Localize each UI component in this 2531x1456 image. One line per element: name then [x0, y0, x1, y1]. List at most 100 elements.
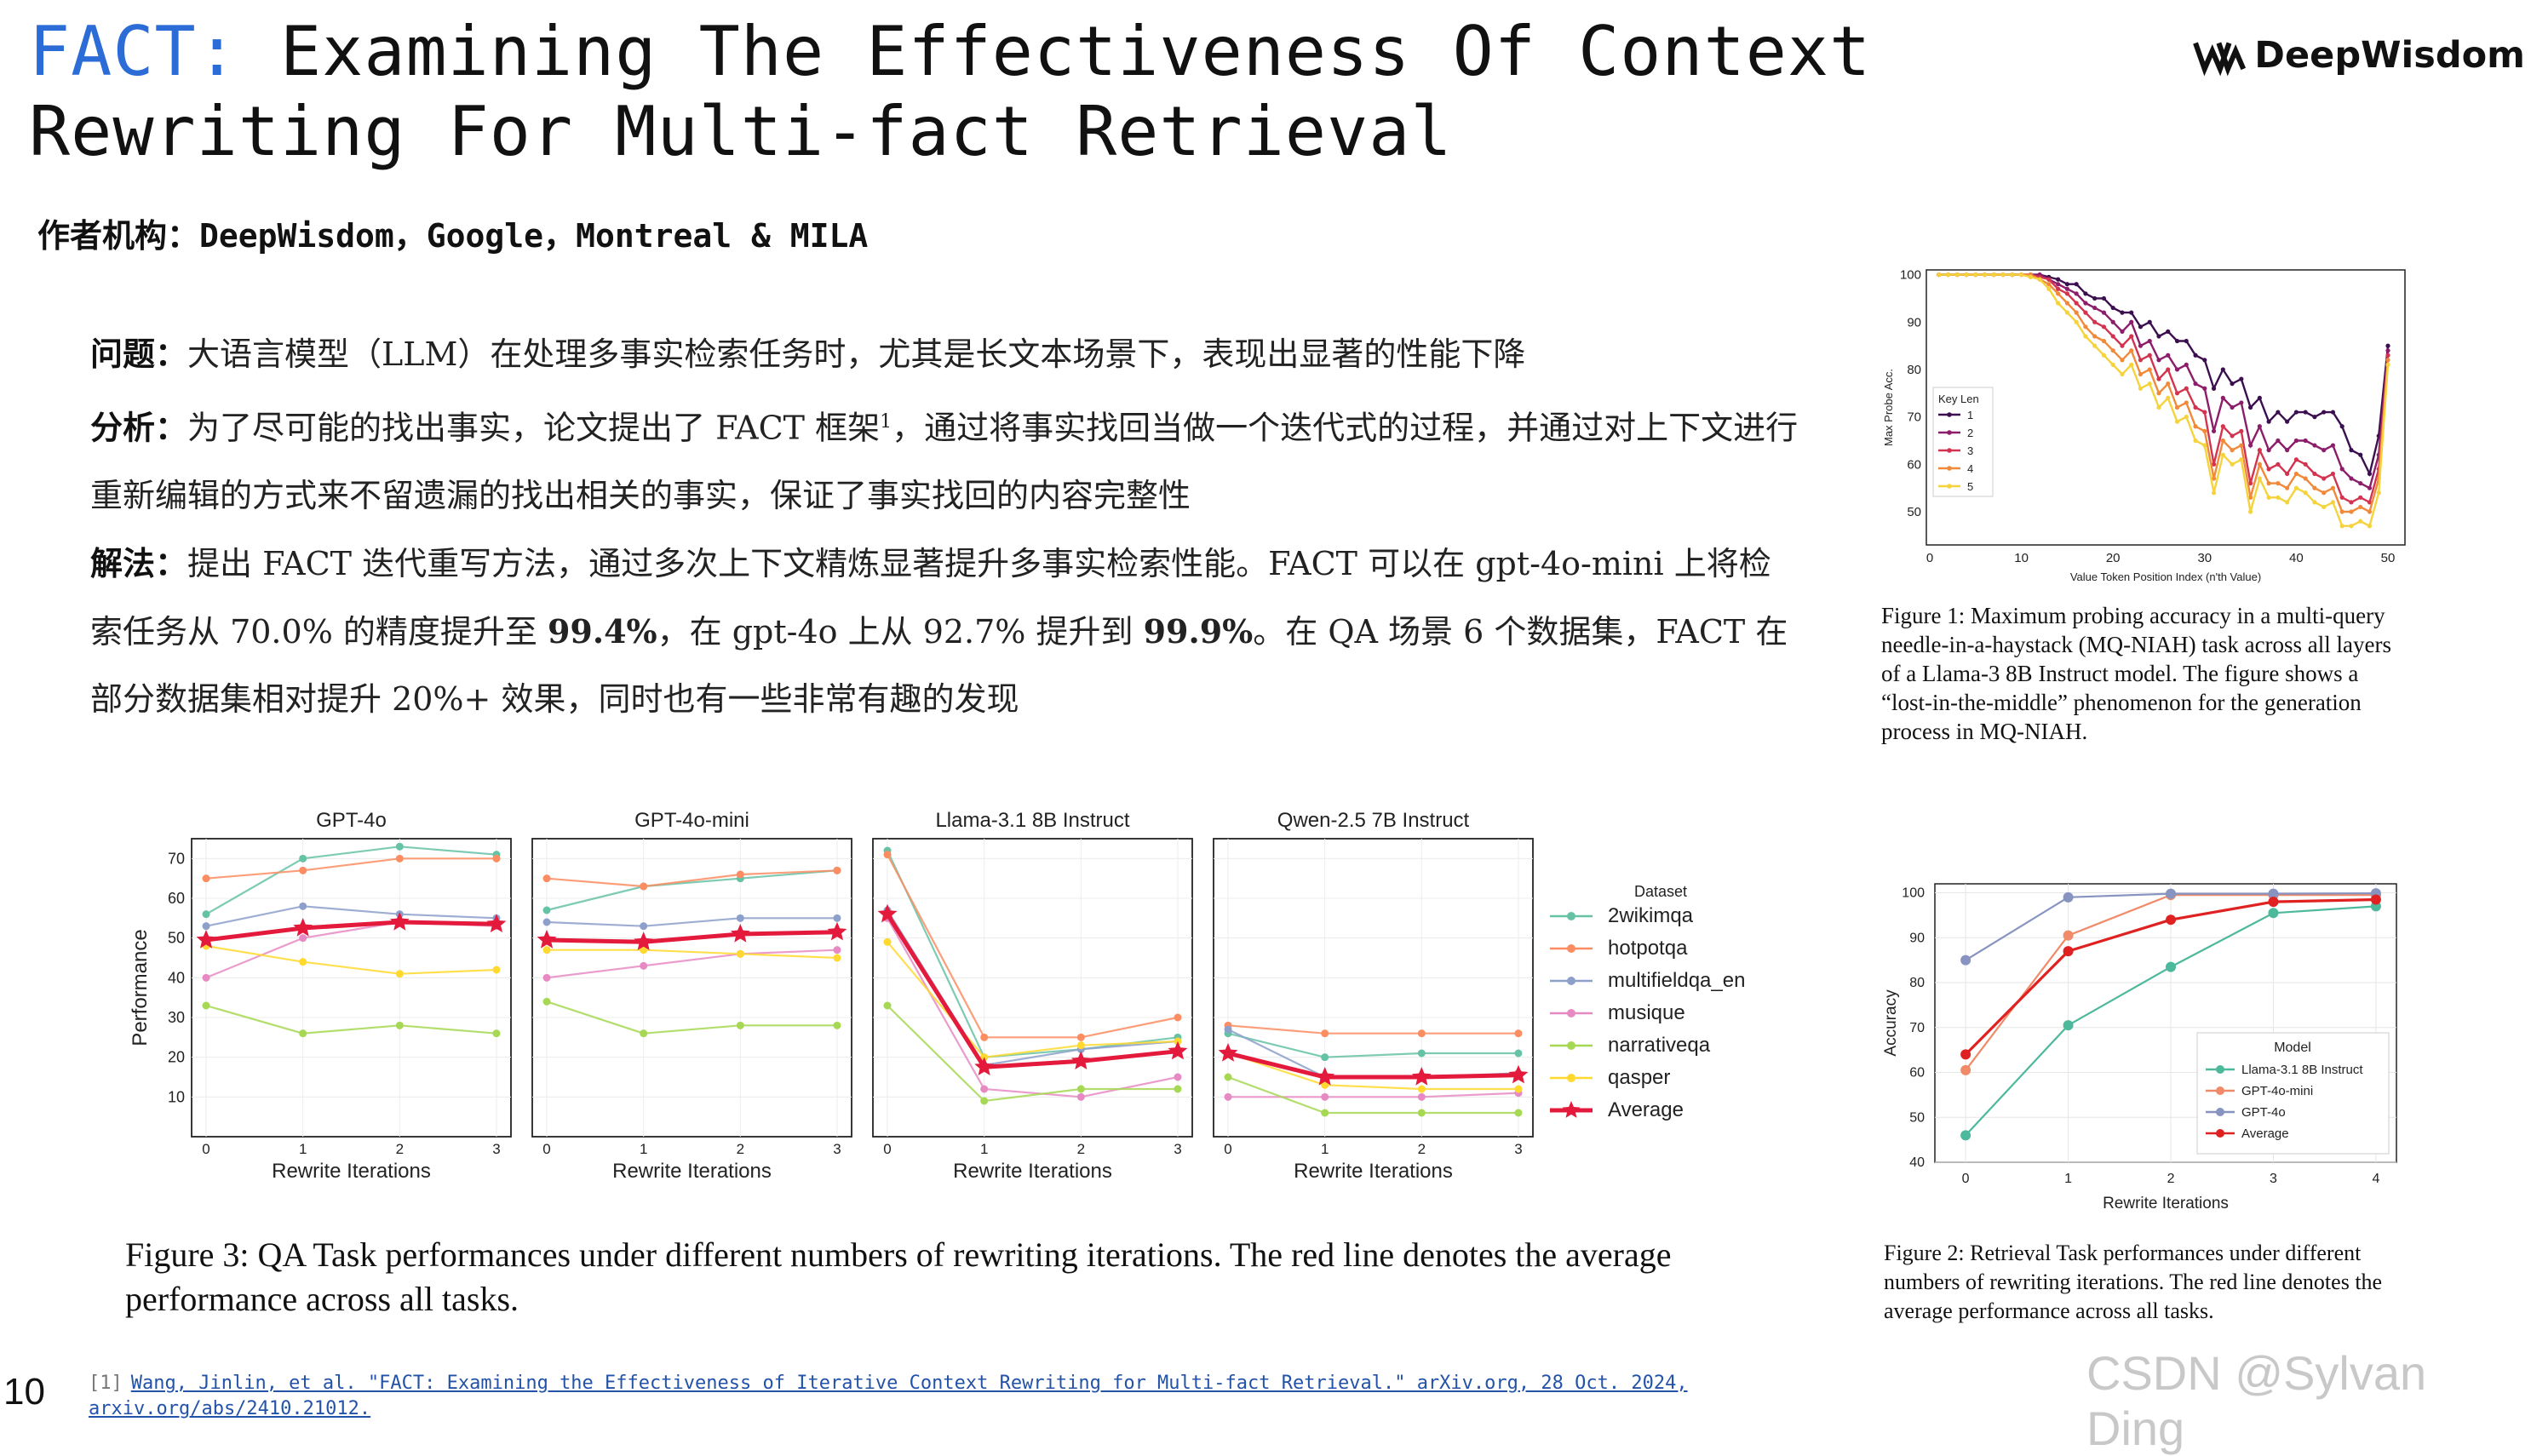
analysis-label: 分析：: [90, 408, 188, 447]
fig3-point: [736, 914, 744, 922]
fig1-point: [2293, 410, 2299, 415]
fig3-legend-title: Dataset: [1634, 883, 1687, 900]
fig1-point: [1982, 272, 1988, 278]
fig3-point: [1174, 1013, 1182, 1022]
fig1-point: [2257, 395, 2262, 400]
fig3-legend-label: musique: [1608, 1001, 1685, 1024]
fig1-point: [2367, 485, 2373, 490]
watermark: CSDN @Sylvan Ding: [2086, 1346, 2427, 1455]
fig3-point: [1514, 1109, 1523, 1117]
fig3-ytick-5: 60: [168, 890, 185, 907]
fig3-line: [887, 1005, 1178, 1103]
fig1-point: [2266, 495, 2271, 500]
authors-label: 作者机构：: [37, 217, 200, 255]
fig1-point: [1937, 272, 1942, 278]
fig3-point: [1417, 1085, 1426, 1093]
fig2-point: [2370, 894, 2381, 905]
fig3-point: [395, 842, 404, 851]
fig3-xtick-3: 3: [1174, 1141, 1181, 1157]
fig3-point: [395, 1021, 404, 1029]
fig1-point: [2257, 461, 2262, 467]
fig2-series-average: [1960, 894, 2381, 1060]
fig1-point: [2037, 277, 2042, 282]
fig3-xtick-0: 0: [883, 1141, 891, 1157]
fig1-xtick-1: 10: [2014, 551, 2029, 565]
fig2-point: [2268, 888, 2279, 899]
solution-text-1: 提出 FACT 迭代重写方法，通过多次上下文精炼显著提升多事实检索性能。FACT…: [90, 544, 1771, 651]
fig1-point: [2083, 310, 2088, 315]
fig1-point: [2211, 490, 2217, 496]
fig1-point: [2312, 443, 2317, 448]
fig1-point: [2358, 504, 2363, 510]
fig1-point: [2110, 305, 2115, 311]
fig1-point: [2367, 509, 2373, 514]
fig1-point: [2101, 310, 2107, 315]
fig1-point: [2110, 319, 2115, 324]
fig1-point: [2330, 485, 2336, 490]
fig1-point: [2120, 310, 2125, 315]
fig1-point: [2138, 343, 2144, 348]
fig1-point: [2193, 438, 2198, 444]
fig3-ytick-6: 70: [168, 850, 185, 867]
fig3-panel-3: Qwen-2.5 7B Instruct 0 1 2 3 Rewrite Iteratio…: [1213, 809, 1534, 1183]
fig3-point: [883, 1001, 892, 1010]
fig1-point: [2193, 424, 2198, 429]
fig3-series-Average: [1218, 1043, 1529, 1086]
fig3-line: [1227, 1024, 1518, 1035]
fig3-point: [1174, 1073, 1182, 1081]
solution-label: 解法：: [90, 543, 188, 582]
problem-paragraph: 问题：大语言模型（LLM）在处理多事实检索任务时，尤其是长文本场景下，表现出显著…: [90, 320, 1802, 388]
fig3-point: [736, 1021, 744, 1029]
fig1-point: [2339, 509, 2344, 514]
fig1-point: [2367, 524, 2373, 529]
fig3-point: [833, 1021, 841, 1029]
fig1-point: [2230, 404, 2235, 410]
analysis-paragraph: 分析：为了尽可能的找出事实，论文提出了 FACT 框架1，通过将事实找回当做一个…: [90, 388, 1802, 530]
fig3-series-narrativeqa: [883, 1001, 1182, 1105]
solution-paragraph: 解法：提出 FACT 迭代重写方法，通过多次上下文精炼显著提升多事实检索性能。F…: [90, 530, 1802, 733]
fig3-series-Average: [196, 912, 507, 949]
fig3-legend-label: 2wikimqa: [1608, 904, 1694, 927]
fig2-legend-title: Model: [2274, 1040, 2311, 1055]
fig1-point: [2147, 367, 2152, 372]
fig1-point: [2056, 286, 2061, 291]
fig3-point: [537, 930, 557, 949]
fig3-xlabel: Rewrite Iterations: [1294, 1160, 1453, 1183]
title-accent: FACT:: [29, 12, 238, 91]
fig3-point: [1514, 1049, 1523, 1058]
fig1-point: [2202, 386, 2207, 391]
fig3-point: [883, 937, 892, 946]
page-number: 10: [3, 1371, 45, 1413]
fig2-legend-label: GPT-4o-mini: [2241, 1084, 2313, 1098]
fig3-ytick-4: 50: [168, 930, 185, 947]
fig3-series-narrativeqa: [1224, 1073, 1523, 1117]
fig3-point: [492, 966, 501, 974]
fig1-point: [1964, 272, 1969, 278]
fig1-point: [2349, 448, 2354, 453]
fig1-point: [2239, 400, 2244, 405]
footnote-link[interactable]: Wang, Jinlin, et al. "FACT: Examining th…: [89, 1373, 1688, 1419]
fig1-point: [2010, 272, 2015, 278]
fig1-point: [2239, 428, 2244, 433]
fig1-point: [2129, 319, 2134, 324]
fig2-xtick-1: 1: [2064, 1172, 2072, 1186]
fig3-point: [634, 931, 654, 950]
fig3-line: [1228, 1092, 1519, 1098]
fig1-legend-label-1: 1: [1967, 409, 1973, 421]
fig1-point: [2129, 334, 2134, 339]
figure-1-chart: 50 60 70 80 90 100 0 10 20 30 40 50 Value Token Posi…: [1882, 268, 2406, 583]
fig3-point: [1417, 1109, 1426, 1117]
fig1-legend-box: [1932, 387, 1994, 497]
fig3-panel-title: Qwen-2.5 7B Instruct: [1277, 809, 1470, 832]
fig2-xtick-0: 0: [1962, 1172, 1970, 1186]
fig3-point: [542, 906, 551, 914]
fig3-xtick-2: 2: [396, 1141, 404, 1157]
fig3-panel-title: Llama-3.1 8B Instruct: [935, 809, 1129, 832]
fig3-point: [1224, 1025, 1232, 1034]
fig1-point: [2138, 371, 2144, 377]
fig1-point: [2120, 329, 2125, 334]
fig3-point: [1514, 1085, 1523, 1093]
fig3-series-hotpotqa: [883, 851, 1182, 1041]
fig1-point: [2339, 524, 2344, 529]
fig1-point: [2202, 443, 2207, 448]
